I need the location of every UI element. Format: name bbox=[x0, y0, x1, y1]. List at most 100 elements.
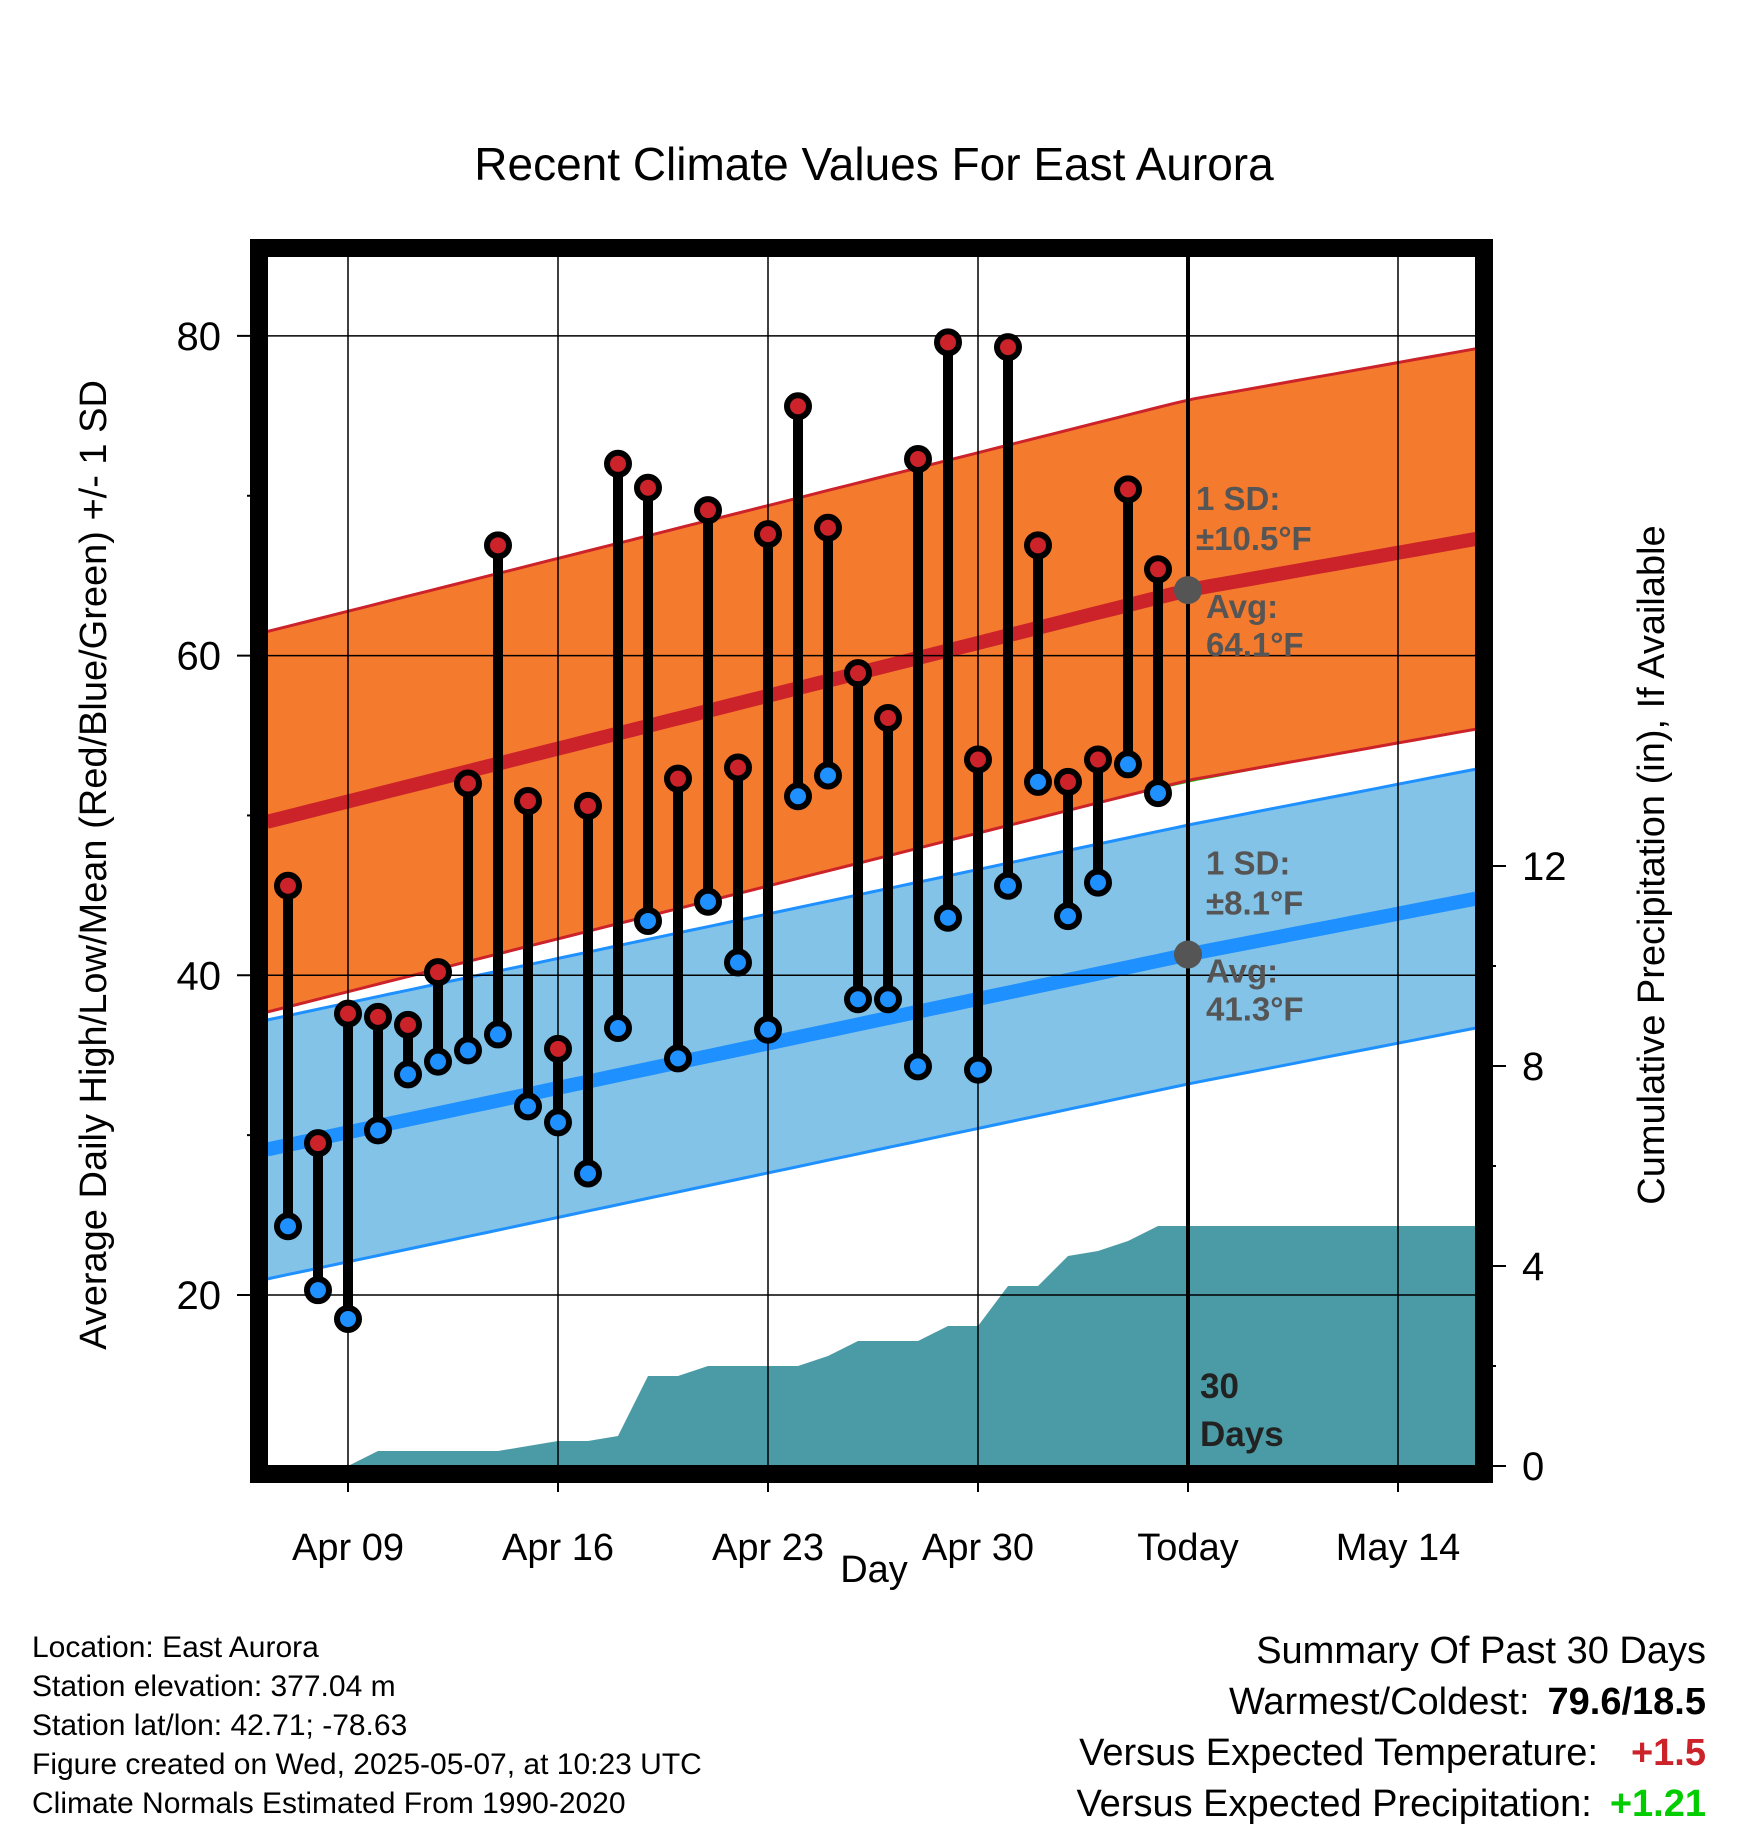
daily-low-point bbox=[334, 1304, 362, 1333]
low-avg-value: 41.3°F bbox=[1206, 991, 1304, 1028]
daily-high-point bbox=[814, 513, 842, 542]
precip-label: Versus Expected Precipitation: bbox=[1076, 1783, 1592, 1825]
daily-low-point bbox=[754, 1015, 782, 1044]
daily-low-point bbox=[604, 1014, 632, 1043]
daily-high-point bbox=[544, 1034, 572, 1063]
high-sd-band bbox=[267, 348, 1476, 1013]
daily-high-point bbox=[274, 871, 302, 900]
high-avg-label: Avg: bbox=[1206, 588, 1278, 625]
created-text: Figure created on Wed, 2025-05-07, at 10… bbox=[32, 1748, 702, 1781]
daily-high-point bbox=[394, 1010, 422, 1039]
today-high-avg-marker bbox=[1174, 576, 1202, 605]
high-band-upper-edge bbox=[266, 347, 1477, 634]
daily-high-point bbox=[1144, 555, 1172, 584]
x-tick-label: Apr 16 bbox=[502, 1527, 614, 1569]
normals-text: Climate Normals Estimated From 1990-2020 bbox=[32, 1787, 626, 1820]
today-low-avg-marker bbox=[1174, 940, 1202, 969]
days-text-label: Days bbox=[1200, 1415, 1284, 1454]
daily-low-point bbox=[844, 985, 872, 1014]
summary-warmest-row: Warmest/Coldest: 79.6/18.5 bbox=[1076, 1677, 1706, 1728]
daily-low-point bbox=[1054, 902, 1082, 931]
daily-low-point bbox=[904, 1052, 932, 1081]
x-axis-label: Day bbox=[840, 1549, 908, 1591]
daily-low-point bbox=[994, 871, 1022, 900]
y-tick-label: 40 bbox=[177, 954, 222, 998]
daily-low-point bbox=[424, 1047, 452, 1076]
daily-low-point bbox=[484, 1020, 512, 1049]
summary-temp-row: Versus Expected Temperature: +1.5 bbox=[1076, 1728, 1706, 1779]
temp-value: +1.5 bbox=[1630, 1732, 1706, 1774]
y-axis-label: Average Daily High/Low/Mean (Red/Blue/Gr… bbox=[73, 380, 115, 1350]
low-normal-line bbox=[265, 891, 1478, 1157]
chart-title: Recent Climate Values For East Aurora bbox=[474, 138, 1274, 190]
daily-high-point bbox=[604, 449, 632, 478]
daily-high-point bbox=[934, 328, 962, 357]
daily-low-point bbox=[784, 782, 812, 811]
y2-tick-label: 12 bbox=[1522, 845, 1567, 889]
daily-high-point bbox=[664, 764, 692, 793]
daily-high-point bbox=[514, 787, 542, 816]
warmest-label: Warmest/Coldest: bbox=[1228, 1681, 1530, 1723]
summary-heading: Summary Of Past 30 Days bbox=[1256, 1630, 1706, 1672]
x-tick-label: Apr 23 bbox=[712, 1527, 824, 1569]
x-tick-label: Apr 30 bbox=[922, 1527, 1034, 1569]
daily-high-point bbox=[334, 999, 362, 1028]
daily-low-point bbox=[364, 1116, 392, 1145]
climate-chart: Recent Climate Values For East Aurora 1 … bbox=[73, 138, 1673, 1591]
station-info: Location: East Aurora Station elevation:… bbox=[32, 1628, 702, 1823]
daily-high-point bbox=[1114, 475, 1142, 504]
y2-tick-label: 4 bbox=[1522, 1245, 1544, 1289]
daily-high-point bbox=[634, 473, 662, 502]
x-tick-label: May 14 bbox=[1336, 1527, 1461, 1569]
daily-low-point bbox=[634, 906, 662, 935]
daily-high-point bbox=[1054, 767, 1082, 796]
x-tick-label: Today bbox=[1137, 1527, 1238, 1569]
elevation-text: Station elevation: 377.04 m bbox=[32, 1670, 396, 1703]
daily-high-point bbox=[844, 659, 872, 688]
precip-value: +1.21 bbox=[1609, 1783, 1706, 1825]
daily-low-point bbox=[454, 1036, 482, 1065]
daily-high-point bbox=[724, 753, 752, 782]
location-text: Location: East Aurora bbox=[32, 1631, 319, 1664]
low-avg-label: Avg: bbox=[1206, 953, 1278, 990]
high-avg-value: 64.1°F bbox=[1206, 626, 1304, 663]
daily-low-point bbox=[1084, 868, 1112, 897]
daily-low-point bbox=[544, 1108, 572, 1137]
daily-low-point bbox=[1144, 779, 1172, 808]
daily-high-point bbox=[484, 531, 512, 560]
low-sd-value: ±8.1°F bbox=[1206, 885, 1303, 922]
y-tick-label: 60 bbox=[177, 635, 222, 679]
daily-low-point bbox=[694, 887, 722, 916]
y2-tick-label: 0 bbox=[1522, 1445, 1544, 1489]
daily-high-point bbox=[454, 769, 482, 798]
daily-low-point bbox=[574, 1159, 602, 1188]
daily-high-point bbox=[574, 791, 602, 820]
daily-low-point bbox=[964, 1055, 992, 1084]
daily-high-point bbox=[1024, 531, 1052, 560]
high-sd-value: ±10.5°F bbox=[1196, 520, 1312, 557]
y2-axis-label: Cumulative Precipitation (in), If Availa… bbox=[1631, 525, 1673, 1204]
summary-panel: Summary Of Past 30 Days Warmest/Coldest:… bbox=[1076, 1626, 1706, 1830]
high-sd-label: 1 SD: bbox=[1196, 480, 1280, 517]
daily-high-point bbox=[1084, 745, 1112, 774]
daily-high-point bbox=[364, 1002, 392, 1031]
warmest-value: 79.6/18.5 bbox=[1547, 1681, 1706, 1723]
low-sd-label: 1 SD: bbox=[1206, 845, 1290, 882]
daily-high-point bbox=[424, 958, 452, 987]
daily-high-point bbox=[784, 392, 812, 421]
daily-high-point bbox=[304, 1129, 332, 1158]
days-count-label: 30 bbox=[1200, 1367, 1239, 1406]
daily-low-point bbox=[664, 1044, 692, 1073]
summary-precip-row: Versus Expected Precipitation: +1.21 bbox=[1076, 1779, 1706, 1830]
daily-low-point bbox=[394, 1060, 422, 1089]
daily-low-point bbox=[874, 985, 902, 1014]
daily-low-point bbox=[304, 1276, 332, 1305]
daily-low-point bbox=[1024, 767, 1052, 796]
daily-high-point bbox=[874, 703, 902, 732]
low-band-lower-edge bbox=[266, 1026, 1477, 1281]
daily-high-point bbox=[994, 333, 1022, 362]
daily-low-point bbox=[514, 1092, 542, 1121]
daily-low-point bbox=[934, 903, 962, 932]
daily-low-point bbox=[274, 1212, 302, 1241]
precipitation-area bbox=[267, 1226, 1476, 1466]
